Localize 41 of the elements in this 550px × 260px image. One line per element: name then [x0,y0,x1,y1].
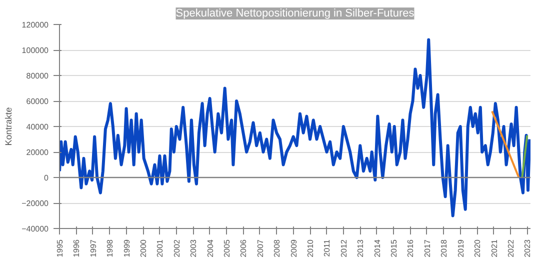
y-tick-label: 0 [44,174,50,182]
x-tick-label: 2017 [422,238,432,258]
x-tick-label: 1998 [106,238,115,258]
y-tick-label: 40000 [26,122,50,132]
line-series [60,38,530,218]
y-tick-label: 100000 [22,46,50,55]
x-tick-label: 2001 [156,238,165,258]
x-tick-label: 2009 [289,238,298,258]
y-tick-label: 60000 [26,97,50,106]
x-tick-label: 2003 [189,238,198,258]
x-tick-label: 2008 [272,238,282,258]
x-tick-label: 2000 [139,238,148,258]
y-tick-label: 120000 [22,20,50,30]
x-tick-label: 2014 [372,238,382,258]
x-tick-label: 2020 [473,238,482,258]
y-axis-title: Kontrakte [4,107,14,146]
x-tick-label: 2006 [239,238,248,258]
x-tick-label: 2010 [306,238,316,258]
x-tick-label: 2004 [206,238,215,258]
x-tick-label: 2015 [390,238,399,258]
x-tick-label: 2012 [339,238,348,258]
chart-title: Spekulative Nettopositionierung in Silber-Futures [176,8,415,20]
x-tick-label: 1997 [88,238,98,258]
y-tick-label: 20000 [26,148,50,157]
x-tick-label: 1995 [56,238,64,258]
x-tick-label: 2021 [490,238,499,258]
x-tick-label: 1996 [72,238,82,258]
x-tick-label: 2016 [406,238,416,258]
y-tick-label: −20000 [22,199,50,208]
y-tick-label: −40000 [22,224,50,234]
x-tick-label: 2007 [256,238,265,258]
x-tick-label: 2011 [322,238,332,257]
x-tick-label: 2018 [440,238,449,258]
x-tick-label: 1999 [122,238,132,258]
x-tick-label: 2002 [172,238,182,258]
x-tick-label: 2019 [456,238,466,258]
y-tick-label: 80000 [26,72,50,80]
x-tick-label: 2023 [523,238,532,258]
x-tick-label: 2005 [222,238,232,258]
x-tick-label: 2013 [356,238,366,258]
x-tick-label: 2022 [506,238,516,258]
